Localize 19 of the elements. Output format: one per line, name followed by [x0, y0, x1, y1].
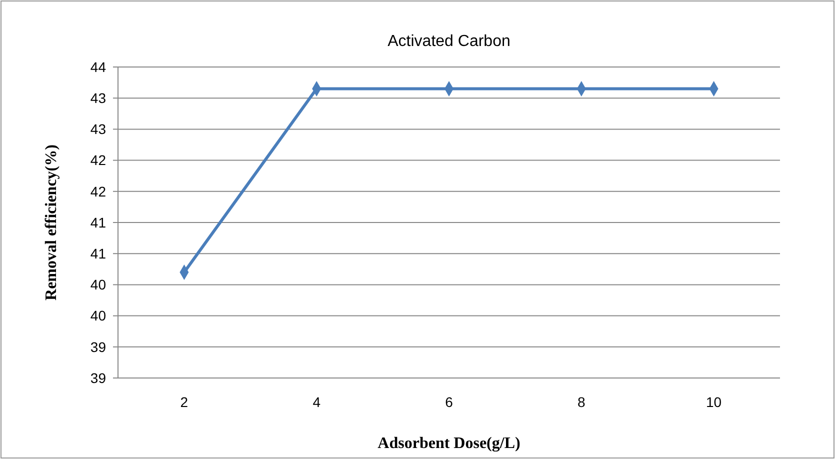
- y-tick-label: 44: [90, 58, 106, 75]
- y-tick-label: 39: [90, 370, 106, 386]
- y-tick-label: 39: [90, 338, 106, 355]
- x-tick-label: 8: [578, 394, 586, 410]
- y-tick-label: 43: [90, 121, 106, 138]
- x-tick-label: 10: [706, 394, 722, 410]
- x-tick-label: 6: [445, 394, 454, 410]
- y-tick-label: 41: [90, 214, 106, 230]
- y-tick-label: 42: [90, 152, 106, 168]
- x-tick-label: 4: [312, 394, 321, 410]
- x-axis-title: Adsorbent Dose(g/L): [378, 435, 520, 452]
- y-tick-label: 41: [90, 246, 106, 262]
- y-tick-label: 40: [90, 276, 106, 293]
- y-tick-label: 43: [90, 90, 106, 106]
- y-axis-title: Removal efficiency(%): [43, 144, 60, 300]
- chart-title: Activated Carbon: [388, 33, 510, 50]
- y-tick-label: 42: [90, 183, 106, 200]
- y-tick-label: 40: [90, 308, 106, 324]
- x-tick-label: 2: [180, 394, 188, 410]
